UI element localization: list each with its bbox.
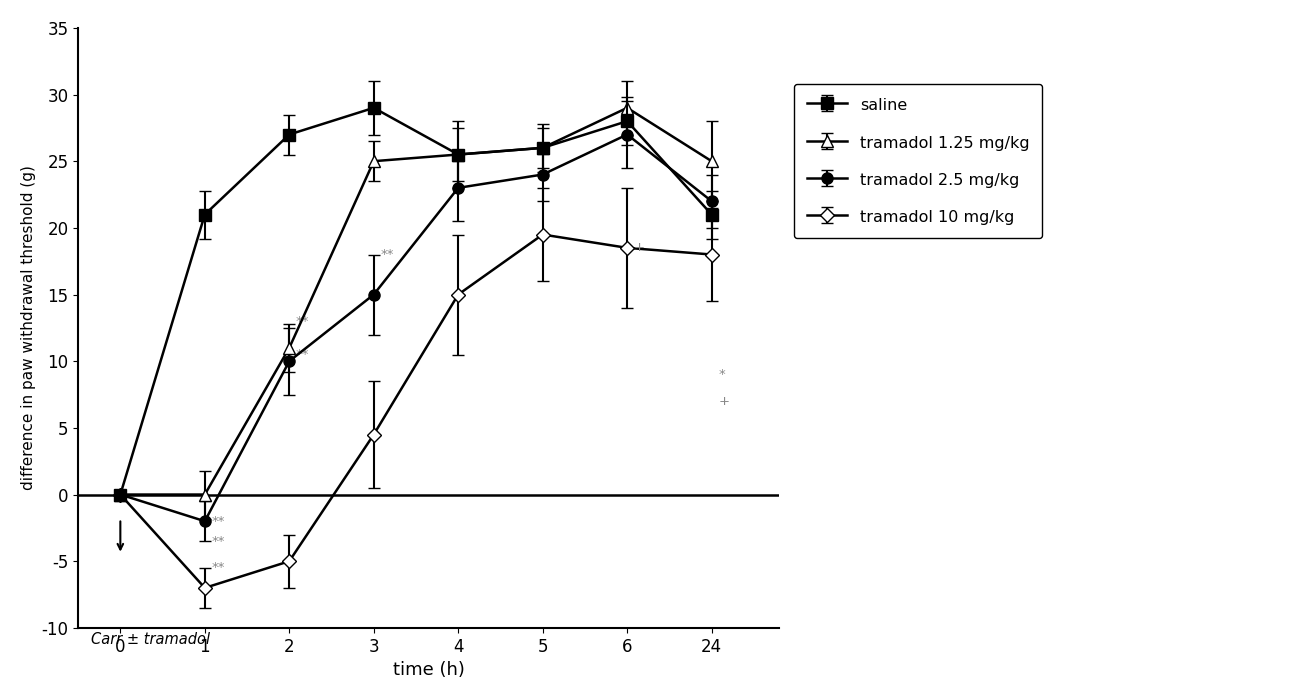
- Legend: saline, tramadol 1.25 mg/kg, tramadol 2.5 mg/kg, tramadol 10 mg/kg: saline, tramadol 1.25 mg/kg, tramadol 2.…: [794, 84, 1043, 238]
- Text: +: +: [634, 241, 645, 254]
- Text: Carr ± tramadol: Carr ± tramadol: [91, 632, 209, 647]
- Text: **: **: [296, 315, 309, 328]
- Text: **: **: [296, 348, 309, 361]
- Text: **: **: [212, 535, 225, 547]
- Text: *: *: [719, 368, 725, 381]
- Y-axis label: difference in paw withdrawal threshold (g): difference in paw withdrawal threshold (…: [21, 165, 36, 490]
- Text: **: **: [381, 248, 394, 261]
- Text: **: **: [212, 514, 225, 528]
- Text: +: +: [719, 395, 729, 407]
- X-axis label: time (h): time (h): [393, 662, 464, 679]
- Text: **: **: [212, 561, 225, 575]
